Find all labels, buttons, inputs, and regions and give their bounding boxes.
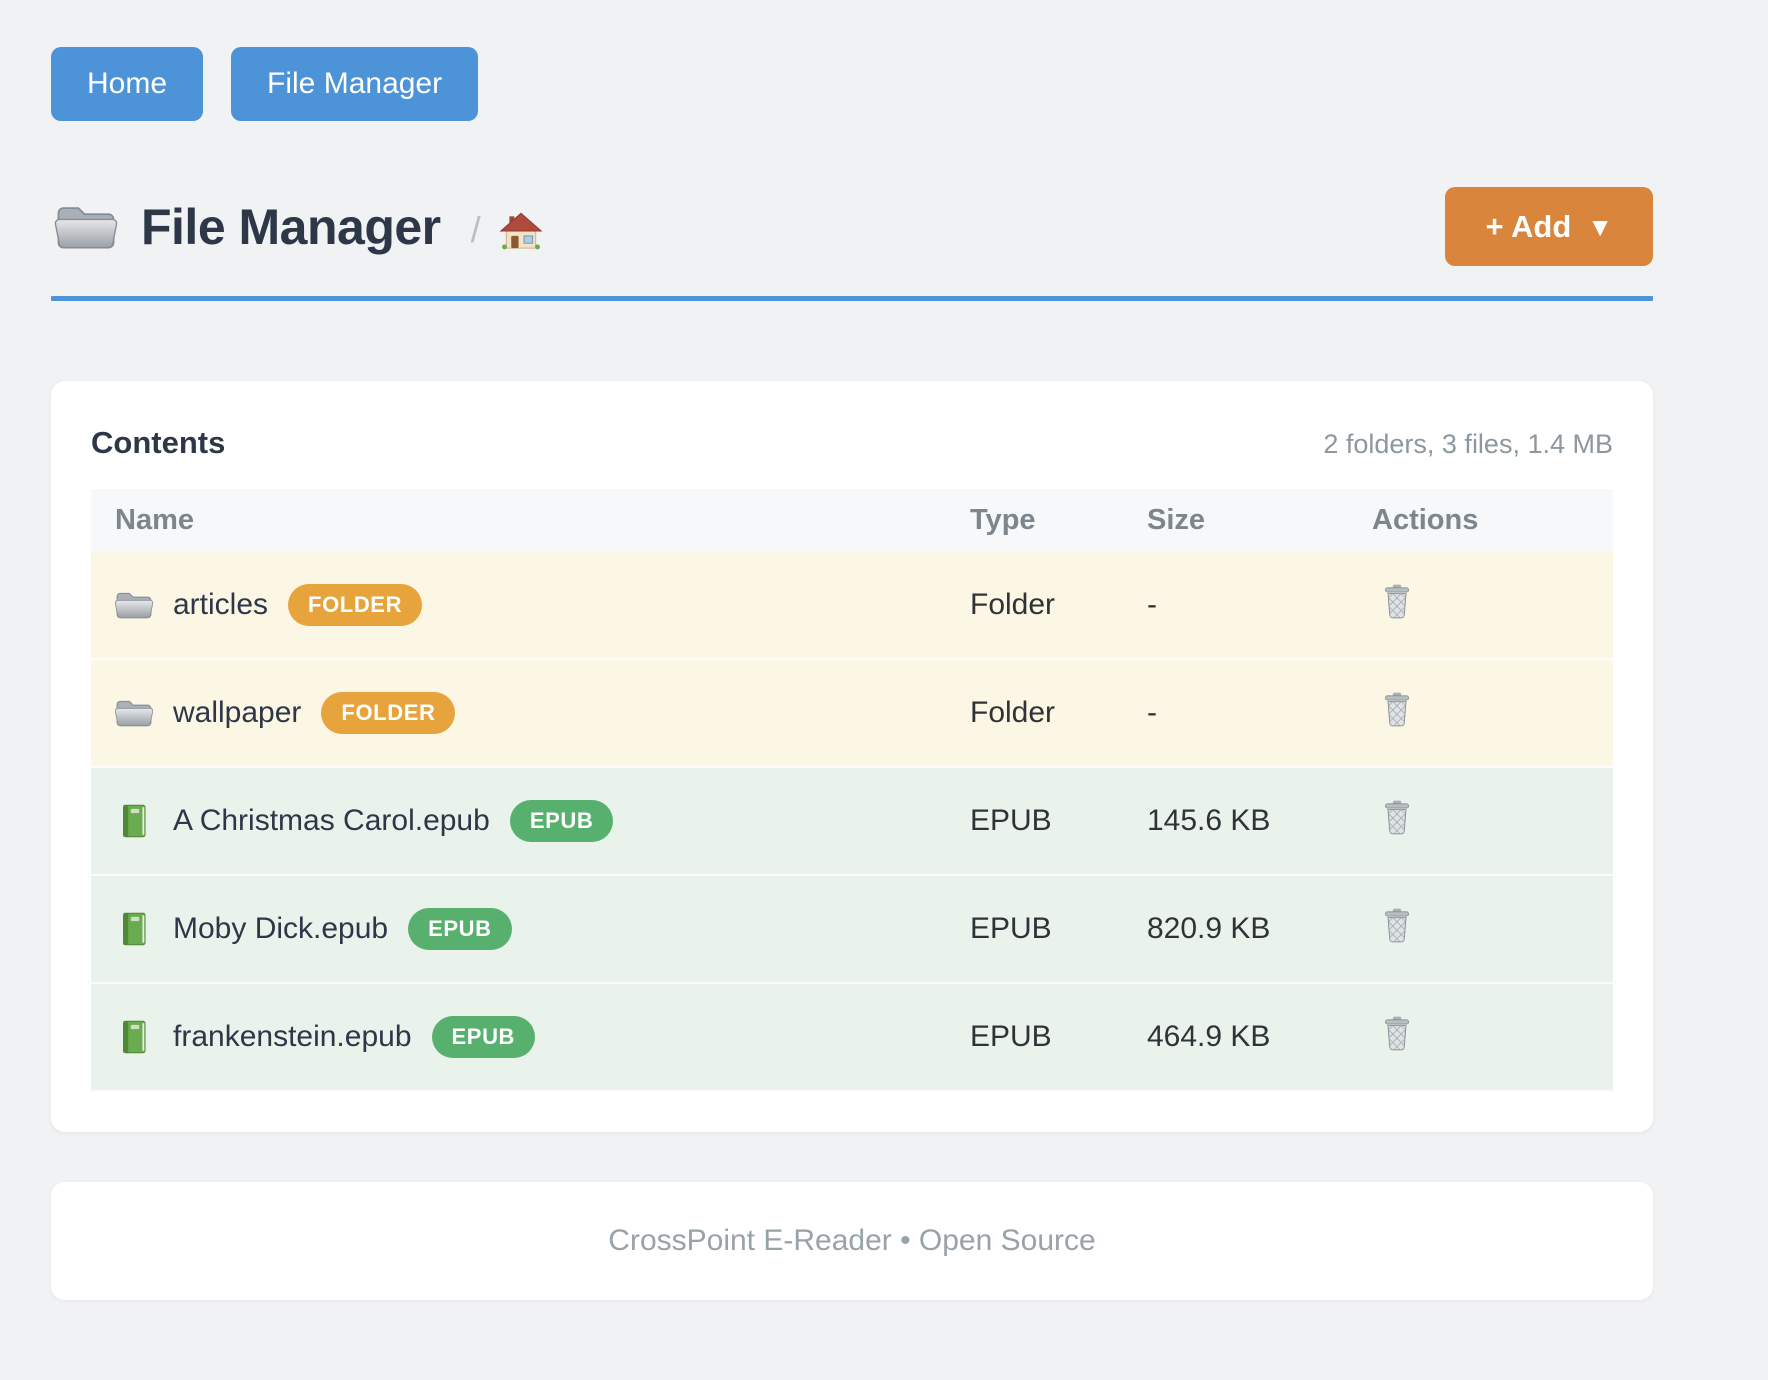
page-container: Home File Manager File Manager / + Add ▼… bbox=[51, 0, 1653, 1300]
file-name[interactable]: Moby Dick.epub bbox=[173, 912, 389, 945]
file-name[interactable]: frankenstein.epub bbox=[173, 1020, 412, 1053]
type-badge: EPUB bbox=[431, 1016, 536, 1058]
chevron-down-icon: ▼ bbox=[1587, 211, 1613, 242]
size-cell: 464.9 KB bbox=[1147, 1020, 1271, 1053]
type-cell: Folder bbox=[970, 588, 1056, 621]
size-cell: - bbox=[1147, 696, 1157, 729]
column-header-size: Size bbox=[1147, 504, 1206, 536]
file-name[interactable]: wallpaper bbox=[173, 696, 302, 729]
delete-button[interactable] bbox=[1378, 905, 1416, 945]
trash-icon bbox=[1378, 1013, 1416, 1053]
type-cell: EPUB bbox=[970, 1020, 1052, 1053]
folder-icon bbox=[115, 694, 153, 732]
type-badge: FOLDER bbox=[321, 692, 456, 734]
name-cell: Moby Dick.epub EPUB bbox=[115, 908, 922, 950]
breadcrumb-separator: / bbox=[470, 208, 481, 250]
delete-button[interactable] bbox=[1378, 689, 1416, 729]
nav-file-manager-button[interactable]: File Manager bbox=[231, 47, 479, 121]
add-button[interactable]: + Add ▼ bbox=[1445, 187, 1653, 266]
footer-text: CrossPoint E-Reader • Open Source bbox=[608, 1224, 1096, 1257]
title-group: File Manager / bbox=[51, 196, 543, 258]
table-row: articles FOLDER Folder - bbox=[91, 552, 1613, 659]
delete-button[interactable] bbox=[1378, 1013, 1416, 1053]
trash-icon bbox=[1378, 581, 1416, 621]
type-badge: EPUB bbox=[408, 908, 512, 950]
folder-icon bbox=[51, 196, 121, 258]
name-cell: frankenstein.epub EPUB bbox=[115, 1016, 922, 1058]
file-name[interactable]: articles bbox=[173, 588, 269, 621]
file-name[interactable]: A Christmas Carol.epub bbox=[173, 804, 490, 837]
book-icon bbox=[115, 910, 153, 948]
contents-heading: Contents bbox=[91, 425, 226, 460]
trash-icon bbox=[1378, 797, 1416, 837]
file-table-body: articles FOLDER Folder - wallpaper FOLDE… bbox=[91, 552, 1613, 1091]
type-badge: EPUB bbox=[509, 800, 614, 842]
trash-icon bbox=[1378, 905, 1416, 945]
size-cell: 145.6 KB bbox=[1147, 804, 1271, 837]
type-cell: EPUB bbox=[970, 912, 1052, 945]
folder-icon bbox=[115, 586, 153, 624]
name-cell: wallpaper FOLDER bbox=[115, 692, 922, 734]
name-cell: A Christmas Carol.epub EPUB bbox=[115, 800, 922, 842]
contents-card-header: Contents 2 folders, 3 files, 1.4 MB bbox=[91, 425, 1613, 461]
header-divider bbox=[51, 296, 1653, 301]
delete-button[interactable] bbox=[1378, 797, 1416, 837]
footer-card: CrossPoint E-Reader • Open Source bbox=[51, 1182, 1653, 1300]
add-button-label: + Add bbox=[1485, 209, 1572, 244]
column-header-actions: Actions bbox=[1372, 504, 1479, 536]
top-nav: Home File Manager bbox=[51, 47, 1653, 121]
header-row: Name Type Size Actions bbox=[91, 489, 1613, 552]
column-header-name: Name bbox=[115, 504, 194, 536]
table-row: A Christmas Carol.epub EPUB EPUB 145.6 K… bbox=[91, 767, 1613, 875]
delete-button[interactable] bbox=[1378, 581, 1416, 621]
page-header: File Manager / + Add ▼ bbox=[51, 187, 1653, 266]
type-cell: Folder bbox=[970, 696, 1056, 729]
size-cell: 820.9 KB bbox=[1147, 912, 1271, 945]
contents-summary: 2 folders, 3 files, 1.4 MB bbox=[1323, 429, 1613, 459]
column-header-type: Type bbox=[970, 504, 1036, 536]
book-icon bbox=[115, 802, 153, 840]
file-table: Name Type Size Actions articles FOLDER F… bbox=[91, 489, 1613, 1092]
file-table-head: Name Type Size Actions bbox=[91, 489, 1613, 552]
house-icon[interactable] bbox=[499, 209, 543, 253]
size-cell: - bbox=[1147, 588, 1157, 621]
contents-card: Contents 2 folders, 3 files, 1.4 MB Name… bbox=[51, 381, 1653, 1132]
trash-icon bbox=[1378, 689, 1416, 729]
page-title: File Manager bbox=[141, 198, 441, 255]
type-badge: FOLDER bbox=[288, 584, 423, 626]
table-row: frankenstein.epub EPUB EPUB 464.9 KB bbox=[91, 983, 1613, 1091]
type-cell: EPUB bbox=[970, 804, 1052, 837]
name-cell: articles FOLDER bbox=[115, 584, 922, 626]
table-row: Moby Dick.epub EPUB EPUB 820.9 KB bbox=[91, 875, 1613, 983]
nav-home-button[interactable]: Home bbox=[51, 47, 204, 121]
book-icon bbox=[115, 1018, 153, 1056]
table-row: wallpaper FOLDER Folder - bbox=[91, 659, 1613, 767]
